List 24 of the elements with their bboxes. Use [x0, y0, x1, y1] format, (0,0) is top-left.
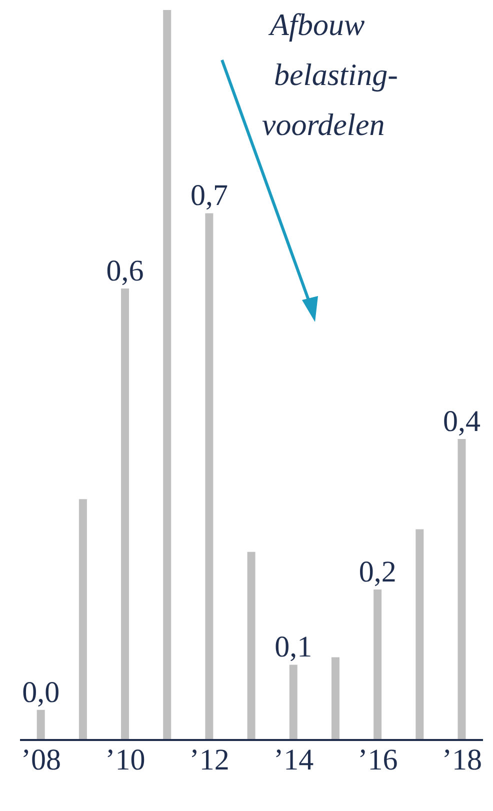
data-label: 0,2 [358, 555, 396, 588]
bar [247, 552, 256, 740]
x-tick-label: ’18 [442, 743, 482, 776]
x-tick-label: ’10 [105, 743, 146, 776]
bar [458, 438, 466, 740]
bar [163, 10, 172, 740]
bar [78, 499, 87, 740]
bar [374, 589, 382, 740]
data-label: 0,6 [106, 254, 144, 288]
x-tick-label: ’16 [358, 743, 398, 776]
bar [36, 710, 45, 740]
bar [205, 213, 214, 740]
bar [416, 529, 424, 740]
x-tick-label: ’08 [21, 743, 62, 776]
data-label: 0,7 [190, 179, 228, 212]
x-tick-label: ’14 [274, 743, 314, 776]
x-tick-label: ’12 [189, 743, 230, 776]
bar [331, 657, 340, 740]
bar [121, 288, 130, 740]
data-label: 0,0 [22, 676, 60, 709]
annotation: Afbouw belasting- voordelen [262, 6, 398, 144]
data-label: 0,1 [274, 630, 312, 664]
data-label: 0,4 [442, 404, 480, 438]
bar [289, 664, 298, 740]
